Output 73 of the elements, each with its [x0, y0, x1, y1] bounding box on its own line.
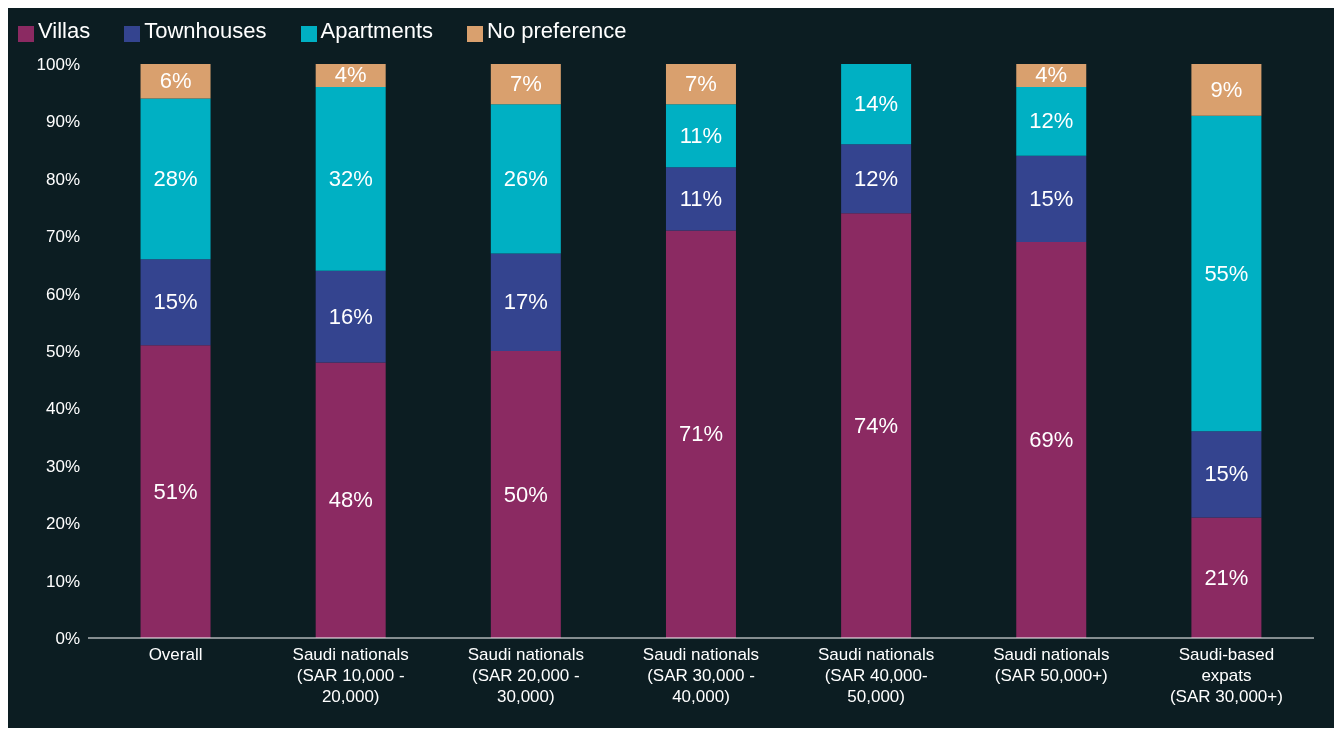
bar [665, 230, 736, 638]
data-label: 4% [1035, 62, 1068, 88]
bar [140, 98, 211, 260]
x-tick-label: Saudi nationals (SAR 10,000 - 20,000) [292, 645, 409, 706]
bar [1016, 86, 1087, 156]
bar [490, 104, 561, 254]
x-tick-label: Saudi nationals (SAR 20,000 - 30,000) [467, 645, 584, 706]
y-tick-label: 20% [45, 514, 80, 534]
x-tick-label: Saudi-based expats (SAR 30,000+) [1169, 645, 1283, 706]
data-label: 7% [509, 71, 542, 97]
x-tick-label: Saudi nationals (SAR 50,000+) [993, 645, 1110, 685]
bar [315, 270, 386, 363]
legend-label: Villas [38, 18, 91, 43]
data-label: 48% [328, 487, 373, 513]
bar [1191, 431, 1262, 518]
data-label: 71% [678, 421, 723, 447]
data-label: 69% [1029, 426, 1074, 452]
legend-label: Townhouses [144, 18, 267, 43]
bar [315, 86, 386, 271]
bar [665, 104, 736, 168]
data-label: 15% [1204, 461, 1249, 487]
data-label: 50% [503, 481, 548, 507]
bar [841, 144, 912, 214]
bar [140, 259, 211, 346]
data-label: 11% [679, 185, 723, 211]
y-tick-label: 0% [55, 629, 80, 649]
bar [1016, 241, 1087, 638]
data-label: 21% [1204, 564, 1249, 590]
data-label: 16% [328, 303, 373, 329]
y-tick-label: 80% [45, 169, 80, 189]
legend-label: No preference [487, 18, 627, 43]
y-tick-label: 100% [36, 55, 80, 75]
y-tick-label: 30% [45, 456, 80, 476]
legend-label: Apartments [320, 18, 433, 43]
data-label: 12% [1029, 108, 1074, 134]
data-label: 7% [685, 71, 717, 97]
data-label: 74% [854, 412, 899, 438]
bar [841, 64, 912, 145]
bar [1191, 517, 1262, 638]
data-label: 32% [328, 165, 373, 191]
data-label: 14% [854, 91, 899, 117]
data-label: 15% [153, 289, 198, 315]
bar [665, 167, 736, 231]
bar [490, 64, 561, 105]
data-label: 55% [1204, 260, 1249, 286]
data-label: 17% [503, 289, 548, 315]
bar [665, 64, 736, 105]
bar [1016, 155, 1087, 242]
bar [1191, 64, 1262, 116]
data-label: 4% [334, 62, 367, 88]
x-tick-label: Saudi nationals (SAR 30,000 - 40,000) [642, 645, 760, 706]
data-label: 12% [854, 165, 899, 191]
data-label: 11% [679, 122, 723, 148]
bar [140, 345, 211, 638]
data-label: 6% [159, 68, 192, 94]
data-label: 28% [153, 165, 198, 191]
y-tick-label: 60% [45, 284, 80, 304]
data-label: 26% [503, 165, 548, 191]
bar [1191, 115, 1262, 432]
y-tick-label: 70% [45, 227, 80, 247]
bar [490, 253, 561, 351]
y-tick-label: 50% [45, 342, 80, 362]
data-label: 15% [1029, 185, 1074, 211]
bar [841, 213, 912, 638]
y-tick-label: 40% [45, 399, 80, 419]
y-tick-label: 90% [45, 112, 80, 132]
bar [315, 362, 386, 638]
data-label: 9% [1210, 76, 1243, 102]
x-tick-label: Overall [148, 645, 203, 664]
x-tick-label: Saudi nationals (SAR 40,000- 50,000) [818, 645, 935, 706]
y-tick-label: 10% [45, 571, 80, 591]
data-label: 51% [153, 478, 198, 504]
bar [490, 351, 561, 638]
